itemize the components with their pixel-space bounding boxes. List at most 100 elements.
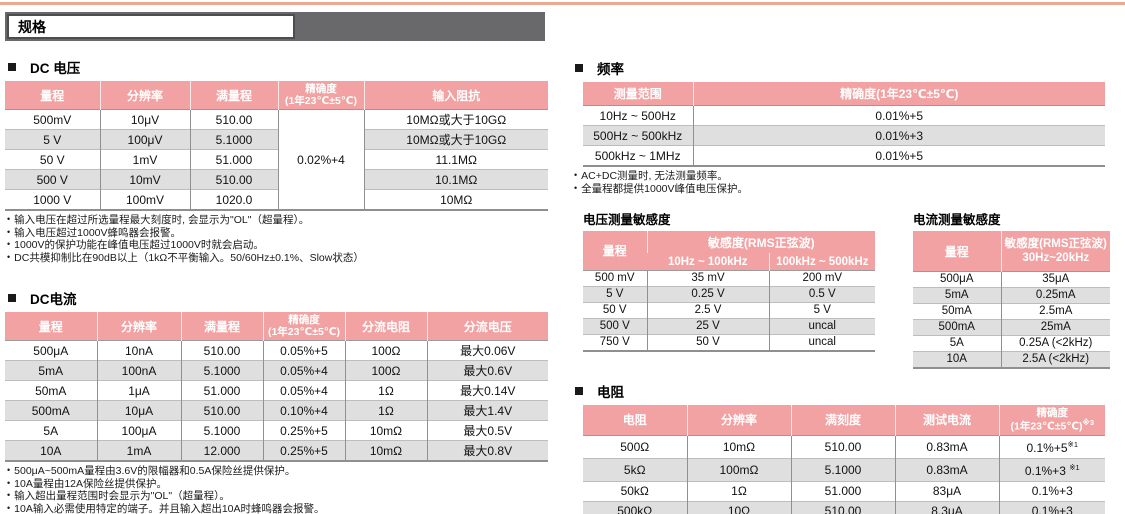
right-column: 频率 测量范围 精确度(1年23℃±5℃) 10Hz ~ 500Hz 0.01%+…: [572, 50, 1110, 514]
section-heading-label: 电阻: [597, 385, 624, 400]
section-heading-label: 频率: [597, 62, 624, 77]
note-line: 1000V的保护功能在峰值电压超过1000V时就会启动。: [7, 239, 548, 252]
column-header: 量程: [583, 231, 647, 271]
table-cell: 2.5 V: [646, 302, 769, 319]
column-header: 量程: [5, 81, 100, 110]
table-row: 50mA 2.5mA: [913, 303, 1110, 320]
table-cell: 0.25%+5: [262, 420, 345, 441]
table-row: 5mA 100nA 5.1000 0.05%+4 100Ω 最大0.6V: [5, 360, 548, 381]
note-line: DC共模抑制比在90dB以上（1kΩ不平衡输入。50/60Hz±0.1%、Slo…: [7, 252, 548, 265]
note-line: 输入超出量程范围时会显示为"OL"（超量程）。: [7, 490, 548, 503]
table-cell: 5 V: [768, 302, 876, 319]
table-row: 500μA 10nA 510.00 0.05%+5 100Ω 最大0.06V: [5, 340, 548, 361]
table-row: 500mV 10μV 510.00 0.02%+4 10MΩ或大于10GΩ: [5, 109, 548, 211]
table-row: 10A 1mA 12.000 0.25%+5 10mΩ 最大0.8V: [5, 440, 548, 462]
table-cell: 最大0.14V: [426, 380, 548, 401]
table-cell: 0.02%+4: [277, 109, 364, 211]
column-header: 满量程: [180, 312, 263, 341]
table-row: 50kΩ 1Ω 51.000 83μA 0.1%+3: [583, 480, 1105, 502]
table-cell: 0.1%+3: [998, 480, 1105, 502]
table-cell: 1mV: [99, 149, 190, 170]
table-cell: 750 V: [583, 334, 647, 351]
table-row: 10A 2.5A (<2kHz): [913, 351, 1110, 368]
footnote-mark: ※3: [1082, 418, 1094, 428]
table-cell: 100Ω: [344, 360, 427, 381]
table-header-row: 量程 分辨率 满量程 精确度 (1年23℃±5℃) 输入阻抗: [5, 81, 548, 110]
table-cell: 10mV: [99, 169, 190, 190]
column-header: 精确度 (1年23℃±5℃)※3: [998, 405, 1105, 436]
table-cell: 1000 V: [5, 189, 100, 211]
table-cell: 0.5 V: [768, 286, 876, 303]
dc-current-notes: 500μA~500mA量程由3.6V的限幅器和0.5A保险丝提供保护。10A量程…: [5, 465, 548, 514]
column-header: 精确度 (1年23℃±5℃): [277, 81, 364, 110]
table-cell: 1Ω: [686, 480, 791, 502]
current-sensitivity-block: 电流测量敏感度 量程 敏感度(RMS正弦波) 30Hz~20kHz 500μA 3…: [913, 209, 1110, 369]
table-cell: 0.1%+3 ※1: [998, 457, 1105, 482]
table-row: 1000 V 100mV 1020.0 10MΩ: [5, 189, 548, 211]
table-cell: 11.1MΩ: [363, 149, 548, 170]
table-cell: 0.05%+4: [262, 380, 345, 401]
table-cell: 500 mV: [583, 270, 647, 287]
section-heading-label: DC电流: [30, 292, 77, 308]
table-header-row: 量程 分辨率 满量程 精确度 (1年23℃±5℃) 分流电阻 分流电压: [5, 312, 548, 341]
frequency-table-wrap: 测量范围 精确度(1年23℃±5℃) 10Hz ~ 500Hz 0.01%+5 50…: [583, 82, 1110, 167]
table-cell: 510.00: [790, 500, 895, 514]
table-cell: 10μV: [99, 109, 190, 130]
table-cell: 10mΩ: [344, 420, 427, 441]
table-row: 5A 0.25A (<2kHz): [913, 335, 1110, 352]
table-row: 500μA 35μA: [913, 271, 1110, 288]
voltage-sensitivity-block: 电压测量敏感度 量程 敏感度(RMS正弦波) 10Hz ~ 100kHz: [583, 209, 876, 369]
table-cell: 10mΩ: [686, 434, 791, 459]
dc-voltage-notes: 输入电压在超过所选量程最大刻度时, 会显示为"OL"（超量程）。输入电压超过10…: [5, 214, 548, 264]
table-cell: 50 V: [583, 302, 647, 319]
table-cell: 10MΩ: [363, 189, 548, 211]
left-column: DC 电压 量程 分辨率 满量程 精确度 (1年23℃±5℃) 输入阻抗 5: [5, 50, 548, 514]
table-cell: 最大0.6V: [426, 360, 548, 381]
table-row: 500mA 25mA: [913, 319, 1110, 336]
table-cell: uncal: [768, 318, 876, 335]
note-line: AC+DC测量时, 无法测量频率。: [574, 170, 1110, 183]
table-cell: 5.1000: [790, 457, 895, 482]
column-header: 量程: [913, 231, 1001, 272]
table-cell: 500Hz ~ 500kHz: [583, 125, 693, 146]
column-header: 测试电流: [894, 405, 999, 436]
table-cell: 5.1000: [180, 360, 263, 381]
note-line: 10A输入必需使用特定的端子。并且输入超出10A时蜂鸣器会报警。: [7, 503, 548, 514]
table-cell: 10MΩ或大于10GΩ: [363, 109, 548, 130]
table-cell: 100Ω: [344, 340, 427, 361]
table-cell: 0.1%+5※1: [998, 434, 1105, 459]
table-row: 10Hz ~ 500Hz 0.01%+5: [583, 105, 1105, 126]
table-cell: 1Ω: [344, 380, 427, 401]
table-row: 500kΩ 10Ω 510.00 8.3μA 0.1%+3: [583, 500, 1105, 514]
table-cell: 35μA: [1000, 271, 1110, 288]
dc-current-table-wrap: 量程 分辨率 满量程 精确度 (1年23℃±5℃) 分流电阻 分流电压 500μ…: [5, 312, 548, 463]
table-cell: 100nA: [96, 360, 181, 381]
table-cell: 8.3μA: [894, 500, 999, 514]
table-cell: 0.10%+4: [262, 400, 345, 421]
table-subheader-row: 10Hz ~ 100kHz 100kHz ~ 500kHz: [583, 253, 876, 271]
table-cell: 510.00: [180, 400, 263, 421]
table-cell: 5 V: [5, 129, 100, 150]
column-header: 分辨率: [99, 81, 190, 110]
table-cell: 12.000: [180, 440, 263, 462]
table-row: 500 V 10mV 510.00 10.1MΩ: [5, 169, 548, 190]
table-cell: 1Ω: [344, 400, 427, 421]
table-row: 5mA 0.25mA: [913, 287, 1110, 304]
dc-voltage-table-wrap: 量程 分辨率 满量程 精确度 (1年23℃±5℃) 输入阻抗 500mV 10μV…: [5, 81, 548, 212]
table-cell: 100mV: [99, 189, 190, 211]
table-cell: 5kΩ: [583, 457, 687, 482]
section-heading-dc-voltage: DC 电压: [5, 57, 548, 77]
note-line: 输入电压在超过所选量程最大刻度时, 会显示为"OL"（超量程）。: [7, 214, 548, 227]
table-cell: 510.00: [189, 109, 278, 130]
table-cell: 10nA: [96, 340, 181, 361]
table-cell: 5 V: [583, 286, 647, 303]
table-cell: 51.000: [189, 149, 278, 170]
table-cell: 500Ω: [583, 434, 687, 459]
table-cell: 50 V: [646, 334, 769, 351]
table-cell: 500 V: [583, 318, 647, 335]
column-header: 10Hz ~ 100kHz: [647, 253, 769, 271]
table-cell: 500kHz ~ 1MHz: [583, 145, 693, 166]
